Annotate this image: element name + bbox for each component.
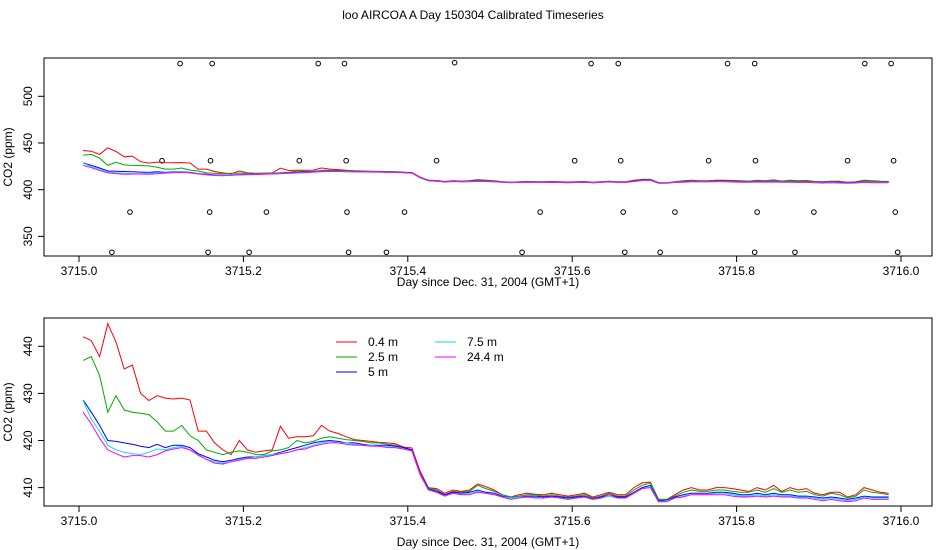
main-title: loo AIRCOA A Day 150304 Calibrated Times… (342, 8, 603, 22)
top-series-line-0-4-m (83, 147, 889, 184)
top-marker-point (615, 60, 622, 67)
top-x-tick-label: 3715.8 (718, 264, 755, 278)
top-marker-point (705, 157, 712, 164)
top-marker-point (588, 60, 594, 67)
top-marker-point (862, 60, 868, 67)
top-marker-point (109, 249, 115, 256)
bottom-x-tick-label: 3715.4 (389, 514, 426, 528)
top-series-line-24-4-m (82, 164, 889, 184)
top-marker-point (206, 209, 213, 215)
top-marker-point (344, 209, 350, 215)
bottom-y-tick-label: 430 (21, 383, 35, 403)
top-marker-point (752, 157, 759, 164)
top-marker-point (177, 60, 183, 67)
top-marker-point (246, 249, 252, 256)
top-marker-point (892, 209, 899, 215)
top-marker-point (343, 157, 349, 164)
bottom-series-line-2-5-m (82, 355, 889, 500)
top-marker-point (571, 157, 578, 164)
bottom-series-line-0-4-m (82, 322, 889, 500)
top-marker-point (751, 249, 758, 256)
top-marker-point (209, 60, 215, 67)
bottom-y-tick-label: 420 (21, 430, 35, 450)
bottom-y-axis: 410 420 430 440 (21, 336, 44, 498)
bottom-series-line-24-4-m (82, 411, 889, 503)
top-marker-point (205, 249, 211, 256)
top-marker-point (792, 249, 798, 256)
top-y-axis-label: CO2 (ppm) (1, 127, 15, 186)
top-marker-point (617, 157, 624, 164)
top-marker-point (383, 249, 390, 256)
legend-label: 24.4 m (467, 350, 504, 364)
top-marker-point (620, 209, 626, 215)
top-marker-point (401, 209, 408, 215)
top-y-axis: 350 400 450 500 (21, 86, 44, 246)
top-marker-point (315, 60, 322, 67)
top-marker-point (207, 157, 214, 164)
bottom-y-tick-label: 410 (21, 477, 35, 497)
top-y-tick-label: 450 (21, 133, 35, 153)
top-marker-point (890, 157, 897, 164)
top-marker-point (724, 60, 731, 67)
top-marker-point (622, 249, 628, 256)
top-marker-point (657, 249, 663, 256)
top-marker-point (127, 209, 133, 215)
bottom-x-tick-label: 3715.0 (61, 514, 98, 528)
bottom-y-tick-label: 440 (21, 336, 35, 356)
top-marker-point (754, 209, 760, 215)
bottom-y-axis-label: CO2 (ppm) (1, 382, 15, 441)
legend-label: 2.5 m (368, 350, 398, 364)
top-marker-point (894, 249, 901, 256)
bottom-x-tick-label: 3715.2 (225, 514, 262, 528)
legend-label: 7.5 m (467, 335, 497, 349)
top-series-lines (82, 147, 889, 184)
top-x-axis: 3715.0 3715.2 3715.4 3715.6 3715.8 3716.0 (61, 256, 920, 278)
bottom-x-axis: 3715.0 3715.2 3715.4 3715.6 3715.8 3716.0 (61, 506, 920, 528)
top-y-tick-label: 500 (21, 86, 35, 106)
top-plot-frame (43, 57, 933, 257)
top-markers (109, 59, 901, 256)
top-marker-point (263, 209, 270, 215)
top-marker-point (844, 157, 851, 164)
top-marker-point (345, 249, 352, 256)
top-marker-point (672, 209, 678, 215)
top-marker-point (751, 60, 758, 67)
bottom-x-axis-label: Day since Dec. 31, 2004 (GMT+1) (397, 535, 579, 549)
top-y-tick-label: 400 (21, 179, 35, 199)
top-marker-point (341, 60, 348, 67)
top-marker-point (451, 59, 458, 66)
top-x-tick-label: 3715.6 (554, 264, 591, 278)
bottom-x-tick-label: 3716.0 (883, 514, 920, 528)
top-x-tick-label: 3716.0 (883, 264, 920, 278)
top-x-tick-label: 3715.2 (225, 264, 262, 278)
top-y-tick-label: 350 (21, 226, 35, 246)
top-marker-point (433, 157, 440, 164)
legend-label: 0.4 m (368, 335, 398, 349)
legend-label: 5 m (368, 365, 388, 379)
bottom-series-lines (82, 322, 889, 503)
top-marker-point (296, 157, 303, 164)
bottom-x-tick-label: 3715.8 (718, 514, 755, 528)
top-marker-point (811, 209, 817, 215)
top-series-line-2-5-m (83, 153, 889, 184)
top-x-axis-label: Day since Dec. 31, 2004 (GMT+1) (397, 275, 579, 289)
top-x-tick-label: 3715.4 (389, 264, 426, 278)
top-x-tick-label: 3715.0 (61, 264, 98, 278)
top-marker-point (537, 209, 543, 215)
top-marker-point (888, 60, 894, 67)
top-marker-point (519, 249, 525, 256)
legend: 0.4 m2.5 m5 m 7.5 m24.4 m (336, 335, 504, 379)
top-marker-point (159, 157, 165, 164)
bottom-plot-frame (43, 317, 933, 507)
bottom-series-line-5-m (82, 399, 889, 502)
bottom-x-tick-label: 3715.6 (554, 514, 591, 528)
